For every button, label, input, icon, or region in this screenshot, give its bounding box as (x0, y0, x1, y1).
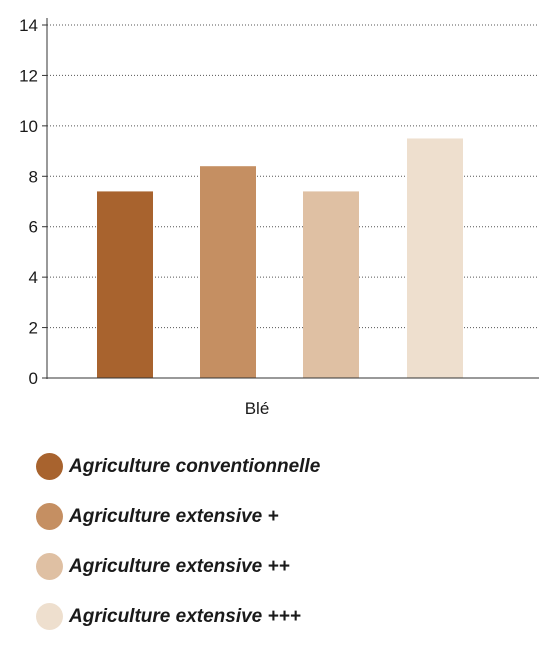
legend: Agriculture conventionnelle Agriculture e… (36, 452, 320, 652)
axes (46, 18, 539, 379)
legend-swatch (36, 453, 63, 480)
bars (97, 138, 463, 378)
y-tick-label: 12 (19, 66, 38, 85)
x-category-labels: Blé (245, 399, 270, 418)
legend-item: Agriculture extensive ++ (36, 552, 320, 581)
y-tick-label: 0 (29, 369, 38, 388)
legend-swatch (36, 603, 63, 630)
y-tick-label: 8 (29, 167, 38, 186)
legend-swatch (36, 553, 63, 580)
legend-item: Agriculture extensive +++ (36, 602, 320, 631)
y-tick-label: 10 (19, 117, 38, 136)
legend-label: Agriculture conventionnelle (69, 455, 321, 477)
legend-item: Agriculture extensive + (36, 502, 320, 531)
bar-series-3 (303, 191, 359, 378)
y-tick-label: 6 (29, 218, 38, 237)
bar-series-2 (200, 166, 256, 378)
y-tick-label: 4 (29, 268, 38, 287)
bar-series-1 (97, 191, 153, 378)
y-tick-label: 2 (29, 319, 38, 338)
bar-series-4 (407, 138, 463, 378)
legend-label: Agriculture extensive ++ (69, 555, 290, 577)
x-category-label: Blé (245, 399, 270, 418)
legend-item: Agriculture conventionnelle (36, 452, 320, 481)
legend-swatch (36, 503, 63, 530)
legend-label: Agriculture extensive +++ (69, 605, 301, 627)
legend-label: Agriculture extensive + (69, 505, 279, 527)
y-tick-labels: 0 2 4 6 8 10 12 14 (19, 16, 47, 388)
y-tick-label: 14 (19, 16, 38, 35)
bar-chart: 0 2 4 6 8 10 12 14 Blé (19, 16, 539, 418)
